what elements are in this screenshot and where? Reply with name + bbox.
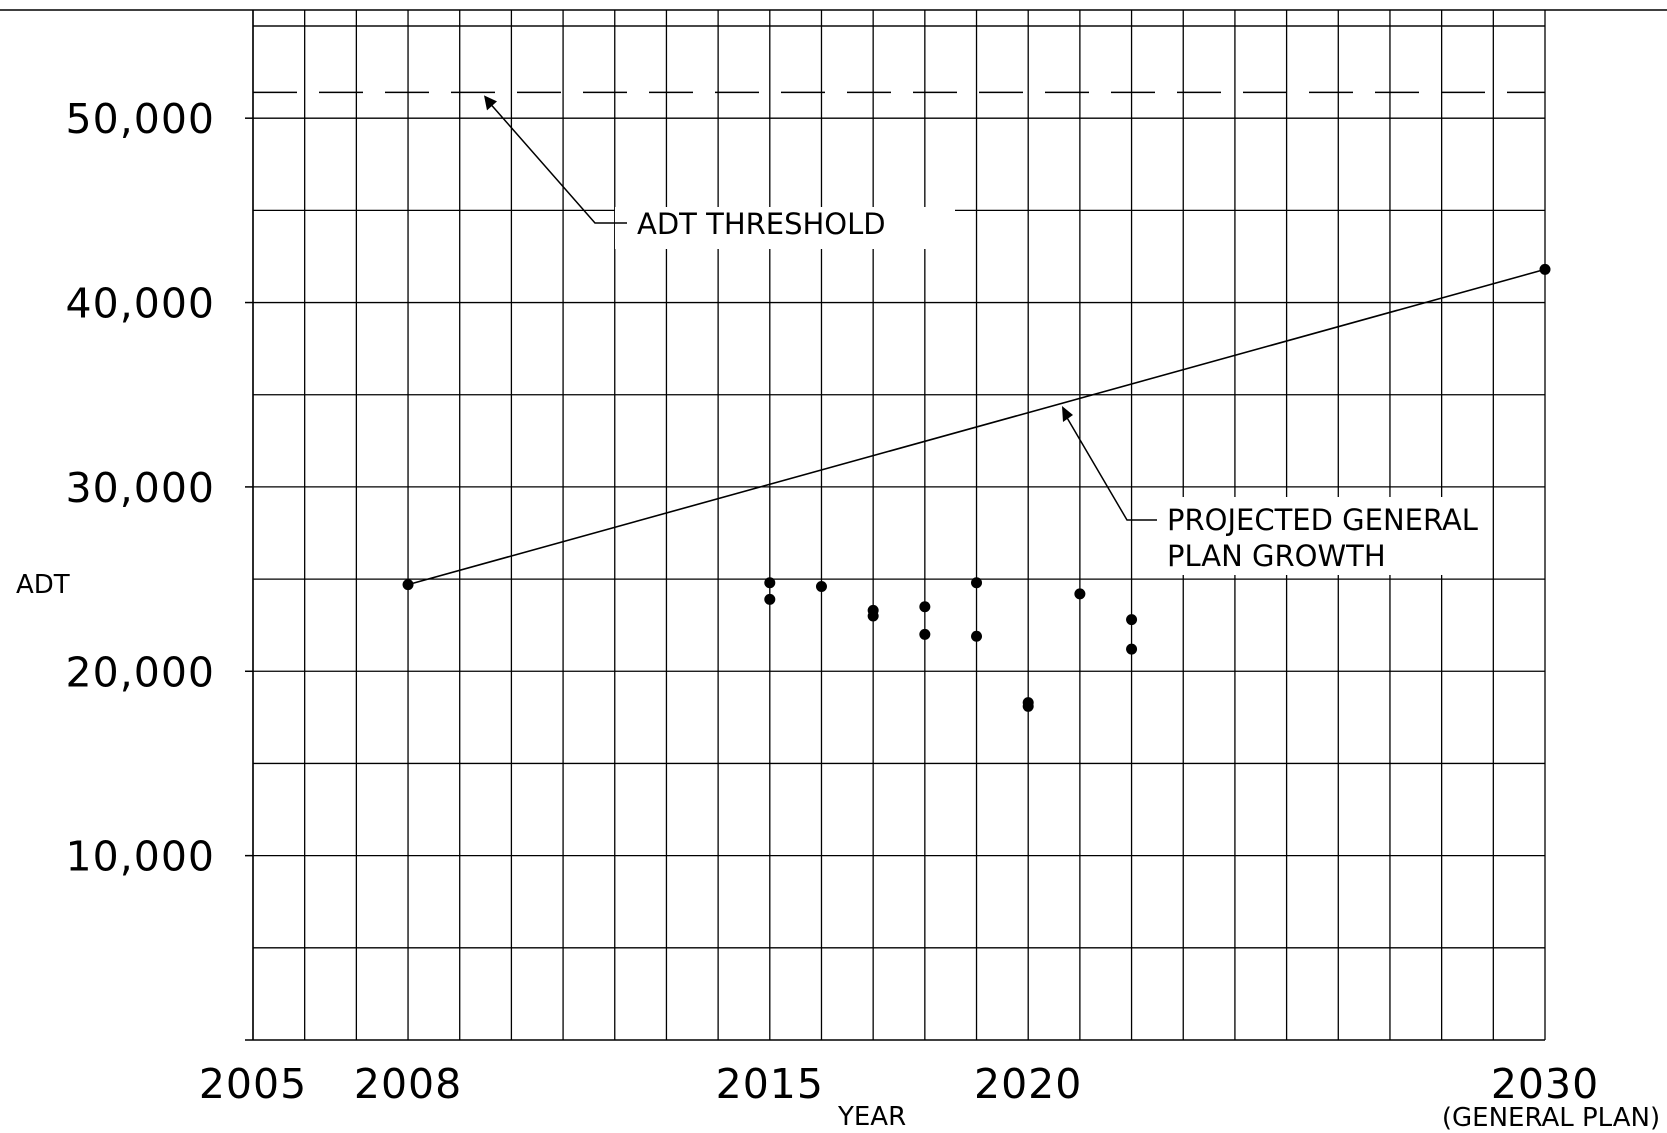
threshold-label: ADT THRESHOLD bbox=[637, 207, 886, 241]
x-tick-label: 2005 bbox=[199, 1060, 307, 1108]
y-tick-label: 40,000 bbox=[66, 280, 215, 328]
projection-point bbox=[1539, 263, 1551, 275]
projection-label-bg bbox=[1153, 497, 1473, 575]
y-tick-label: 50,000 bbox=[66, 95, 215, 143]
y-axis-label: ADT bbox=[16, 570, 70, 600]
threshold-leader bbox=[489, 102, 627, 224]
x-tick-note: (GENERAL PLAN) bbox=[1442, 1103, 1660, 1133]
observed-points bbox=[764, 577, 1138, 712]
observed-point bbox=[1022, 700, 1034, 712]
x-tick-label: 2020 bbox=[974, 1060, 1082, 1108]
observed-point bbox=[919, 601, 931, 613]
y-tick-label: 10,000 bbox=[66, 833, 215, 881]
x-tick-label: 2015 bbox=[716, 1060, 824, 1108]
y-tick-label: 30,000 bbox=[66, 464, 215, 512]
projection-leader bbox=[1065, 415, 1157, 521]
observed-point bbox=[867, 610, 879, 622]
observed-point bbox=[919, 628, 931, 640]
observed-point bbox=[764, 593, 776, 605]
observed-point bbox=[971, 630, 983, 642]
projection-series bbox=[402, 263, 1551, 591]
x-tick-label: 2008 bbox=[354, 1060, 462, 1108]
observed-point bbox=[1126, 614, 1138, 626]
projection-line bbox=[407, 268, 1546, 586]
threshold-label-bg bbox=[615, 207, 955, 249]
x-tick-label: 2030 bbox=[1491, 1060, 1599, 1108]
observed-point bbox=[971, 577, 983, 589]
projection-label-line: PROJECTED GENERAL bbox=[1167, 503, 1478, 537]
observed-point bbox=[1126, 643, 1138, 655]
observed-point bbox=[764, 577, 776, 589]
threshold-arrow-icon bbox=[484, 95, 497, 111]
y-tick-label: 20,000 bbox=[66, 648, 215, 696]
observed-point bbox=[1074, 588, 1086, 600]
axes: 10,000 20,000 30,000 40,000 50,000 2005 2008 20… bbox=[66, 10, 1660, 1133]
x-axis-label: YEAR bbox=[837, 1102, 906, 1132]
projection-label-line: PLAN GROWTH bbox=[1167, 539, 1386, 573]
projection-arrow-icon bbox=[1062, 406, 1073, 422]
observed-point bbox=[815, 580, 827, 592]
projection-point bbox=[402, 579, 414, 591]
